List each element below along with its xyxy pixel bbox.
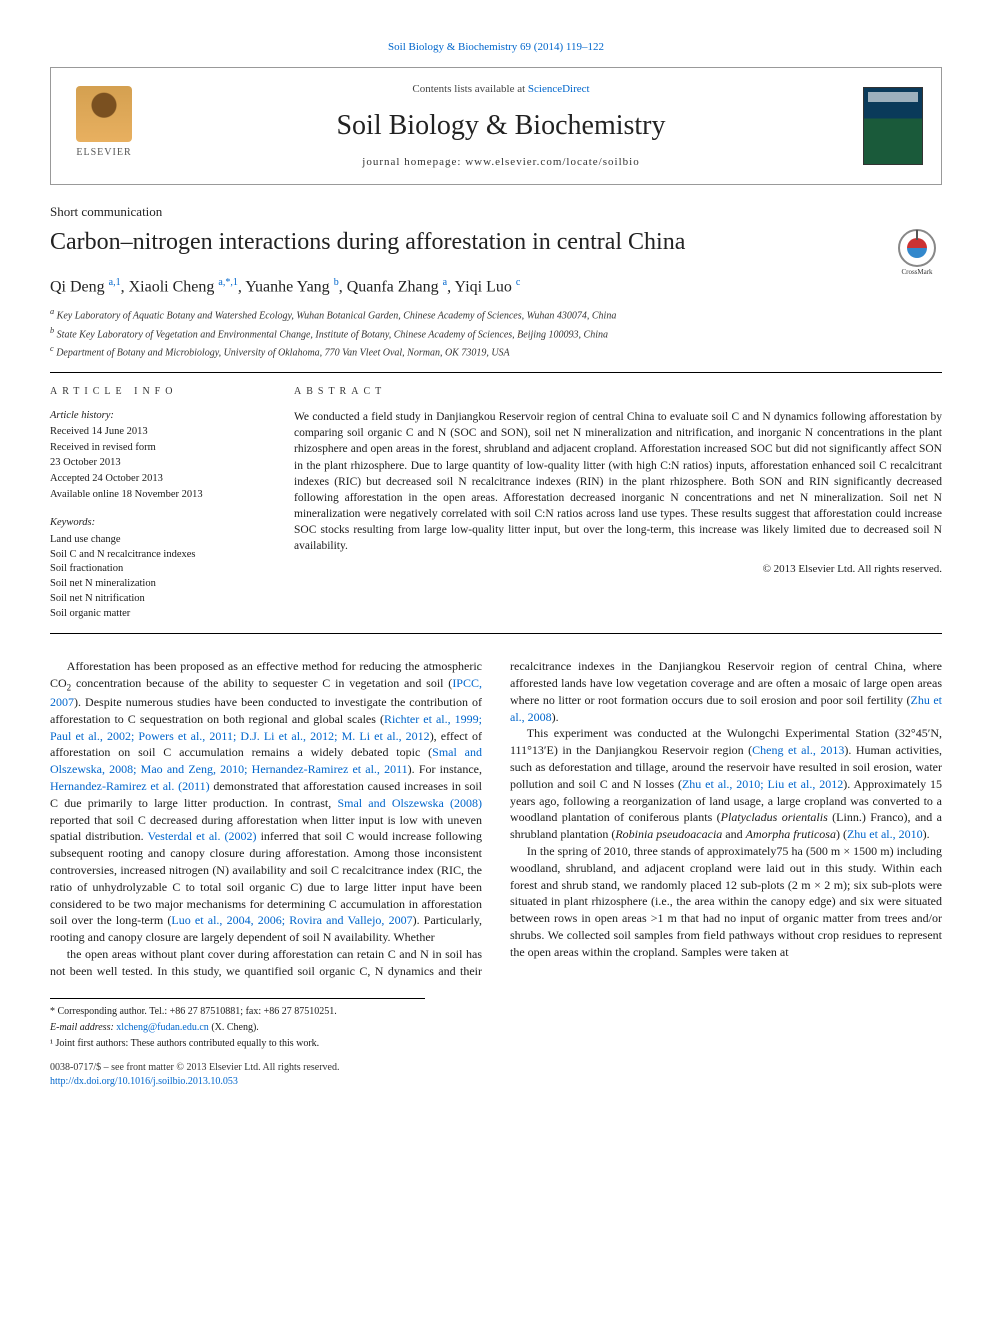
abstract-copyright: © 2013 Elsevier Ltd. All rights reserved… — [294, 562, 942, 577]
keywords-list: Land use changeSoil C and N recalcitranc… — [50, 533, 260, 621]
email-line: E-mail address: xlcheng@fudan.edu.cn (X.… — [50, 1021, 425, 1035]
elsevier-wordmark: ELSEVIER — [76, 146, 131, 160]
history-line: Accepted 24 October 2013 — [50, 472, 260, 487]
masthead: ELSEVIER Contents lists available at Sci… — [50, 67, 942, 185]
bottom-meta: 0038-0717/$ – see front matter © 2013 El… — [50, 1061, 942, 1089]
keyword: Soil net N mineralization — [50, 577, 260, 592]
affiliation-line: c Department of Botany and Microbiology,… — [50, 343, 942, 360]
elsevier-tree-icon — [76, 86, 132, 142]
journal-citation-link[interactable]: Soil Biology & Biochemistry 69 (2014) 11… — [388, 41, 604, 53]
body-paragraph: In the spring of 2010, three stands of a… — [510, 843, 942, 961]
email-label: E-mail address: — [50, 1022, 116, 1033]
contents-prefix: Contents lists available at — [412, 83, 527, 95]
abstract-heading: ABSTRACT — [294, 385, 942, 399]
abstract-text: We conducted a field study in Danjiangko… — [294, 409, 942, 554]
journal-cover-thumb — [863, 87, 923, 165]
keyword: Land use change — [50, 533, 260, 548]
history-line: Available online 18 November 2013 — [50, 488, 260, 503]
elsevier-logo: ELSEVIER — [69, 86, 139, 166]
footnotes: * Corresponding author. Tel.: +86 27 875… — [50, 998, 425, 1051]
rule-bottom — [50, 633, 942, 634]
abstract-block: ABSTRACT We conducted a field study in D… — [294, 385, 942, 621]
affiliations: a Key Laboratory of Aquatic Botany and W… — [50, 306, 942, 360]
journal-citation-top: Soil Biology & Biochemistry 69 (2014) 11… — [50, 40, 942, 55]
doi-link[interactable]: http://dx.doi.org/10.1016/j.soilbio.2013… — [50, 1076, 238, 1087]
homepage-url[interactable]: www.elsevier.com/locate/soilbio — [465, 156, 639, 168]
journal-name: Soil Biology & Biochemistry — [157, 106, 845, 145]
joint-authors-note: ¹ Joint first authors: These authors con… — [50, 1037, 425, 1051]
history-label: Article history: — [50, 409, 260, 424]
keyword: Soil C and N recalcitrance indexes — [50, 548, 260, 563]
corresponding-author-note: * Corresponding author. Tel.: +86 27 875… — [50, 1005, 425, 1019]
rule-top — [50, 372, 942, 373]
history-line: Received in revised form — [50, 441, 260, 456]
body-paragraph: This experiment was conducted at the Wul… — [510, 725, 942, 843]
body-paragraph: Afforestation has been proposed as an ef… — [50, 658, 482, 946]
body-text: Afforestation has been proposed as an ef… — [50, 658, 942, 979]
affiliation-line: b State Key Laboratory of Vegetation and… — [50, 325, 942, 342]
crossmark-badge[interactable]: CrossMark — [892, 226, 942, 276]
homepage-label: journal homepage: — [362, 156, 465, 168]
masthead-center: Contents lists available at ScienceDirec… — [157, 82, 845, 170]
journal-homepage: journal homepage: www.elsevier.com/locat… — [157, 155, 845, 170]
affiliation-line: a Key Laboratory of Aquatic Botany and W… — [50, 306, 942, 323]
article-title: Carbon–nitrogen interactions during affo… — [50, 226, 878, 260]
sciencedirect-link[interactable]: ScienceDirect — [528, 83, 590, 95]
article-history: Article history: Received 14 June 2013Re… — [50, 409, 260, 502]
contents-line: Contents lists available at ScienceDirec… — [157, 82, 845, 97]
email-suffix: (X. Cheng). — [209, 1022, 259, 1033]
history-line: Received 14 June 2013 — [50, 425, 260, 440]
author-list: Qi Deng a,1, Xiaoli Cheng a,*,1, Yuanhe … — [50, 276, 942, 299]
keyword: Soil fractionation — [50, 562, 260, 577]
issn-line: 0038-0717/$ – see front matter © 2013 El… — [50, 1061, 942, 1075]
keyword: Soil organic matter — [50, 607, 260, 622]
article-section-type: Short communication — [50, 203, 942, 221]
article-info-block: ARTICLE INFO Article history: Received 1… — [50, 385, 260, 621]
keyword: Soil net N nitrification — [50, 592, 260, 607]
corresponding-email-link[interactable]: xlcheng@fudan.edu.cn — [116, 1022, 209, 1033]
keywords-label: Keywords: — [50, 516, 260, 531]
article-info-heading: ARTICLE INFO — [50, 385, 260, 399]
history-line: 23 October 2013 — [50, 456, 260, 471]
crossmark-label: CrossMark — [901, 268, 933, 276]
